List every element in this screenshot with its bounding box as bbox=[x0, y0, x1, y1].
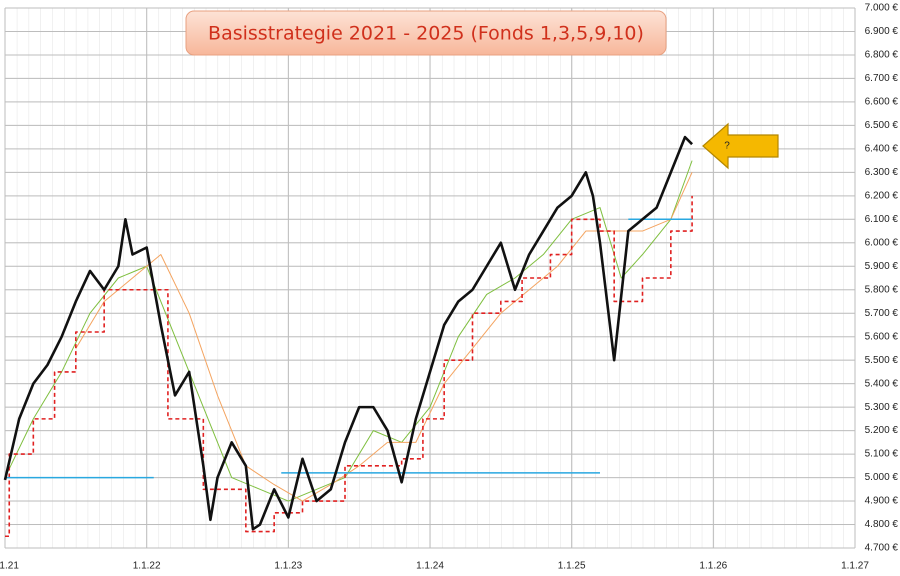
series-line bbox=[3, 135, 693, 531]
x-tick-label: 1.1.27 bbox=[841, 561, 869, 572]
y-tick-label: 6.500 € bbox=[865, 120, 899, 131]
x-tick-label: 1.1.25 bbox=[558, 561, 586, 572]
y-tick-label: 5.500 € bbox=[865, 355, 899, 366]
y-tick-label: 6.400 € bbox=[865, 144, 899, 155]
annotation: ? bbox=[724, 141, 730, 152]
y-tick-label: 6.100 € bbox=[865, 214, 899, 225]
y-tick-label: 5.400 € bbox=[865, 378, 899, 389]
series-line bbox=[5, 218, 693, 479]
x-tick-label: 1.1.23 bbox=[274, 561, 302, 572]
x-tick-label: 1.1.26 bbox=[699, 561, 727, 572]
x-tick-label: 1.1.22 bbox=[133, 561, 161, 572]
title-box bbox=[185, 10, 667, 56]
y-tick-label: 6.900 € bbox=[865, 26, 899, 37]
y-tick-label: 5.200 € bbox=[865, 425, 899, 436]
y-tick-label: 5.700 € bbox=[865, 308, 899, 319]
series-line bbox=[5, 195, 693, 538]
series-line bbox=[75, 172, 693, 502]
y-tick-label: 6.200 € bbox=[865, 190, 899, 201]
y-tick-label: 4.700 € bbox=[865, 543, 899, 554]
y-tick-label: 6.600 € bbox=[865, 97, 899, 108]
chart-title: Basisstrategie 2021 - 2025 (Fonds 1,3,5,… bbox=[208, 23, 644, 45]
y-tick-label: 7.000 € bbox=[865, 3, 899, 14]
y-tick-label: 5.600 € bbox=[865, 331, 899, 342]
y-tick-label: 5.900 € bbox=[865, 261, 899, 272]
y-tick-label: 4.800 € bbox=[865, 519, 899, 530]
y-tick-label: 5.800 € bbox=[865, 284, 899, 295]
y-tick-label: 6.800 € bbox=[865, 50, 899, 61]
arrow bbox=[702, 122, 779, 170]
y-tick-label: 4.900 € bbox=[865, 496, 899, 507]
y-tick-label: 6.000 € bbox=[865, 237, 899, 248]
y-tick-label: 5.300 € bbox=[865, 402, 899, 413]
y-tick-label: 6.700 € bbox=[865, 73, 899, 84]
y-tick-label: 6.300 € bbox=[865, 167, 899, 178]
x-tick-label: 1.1.21 bbox=[0, 561, 19, 572]
y-tick-label: 5.000 € bbox=[865, 472, 899, 483]
y-tick-label: 5.100 € bbox=[865, 449, 899, 460]
x-tick-label: 1.1.24 bbox=[416, 561, 444, 572]
